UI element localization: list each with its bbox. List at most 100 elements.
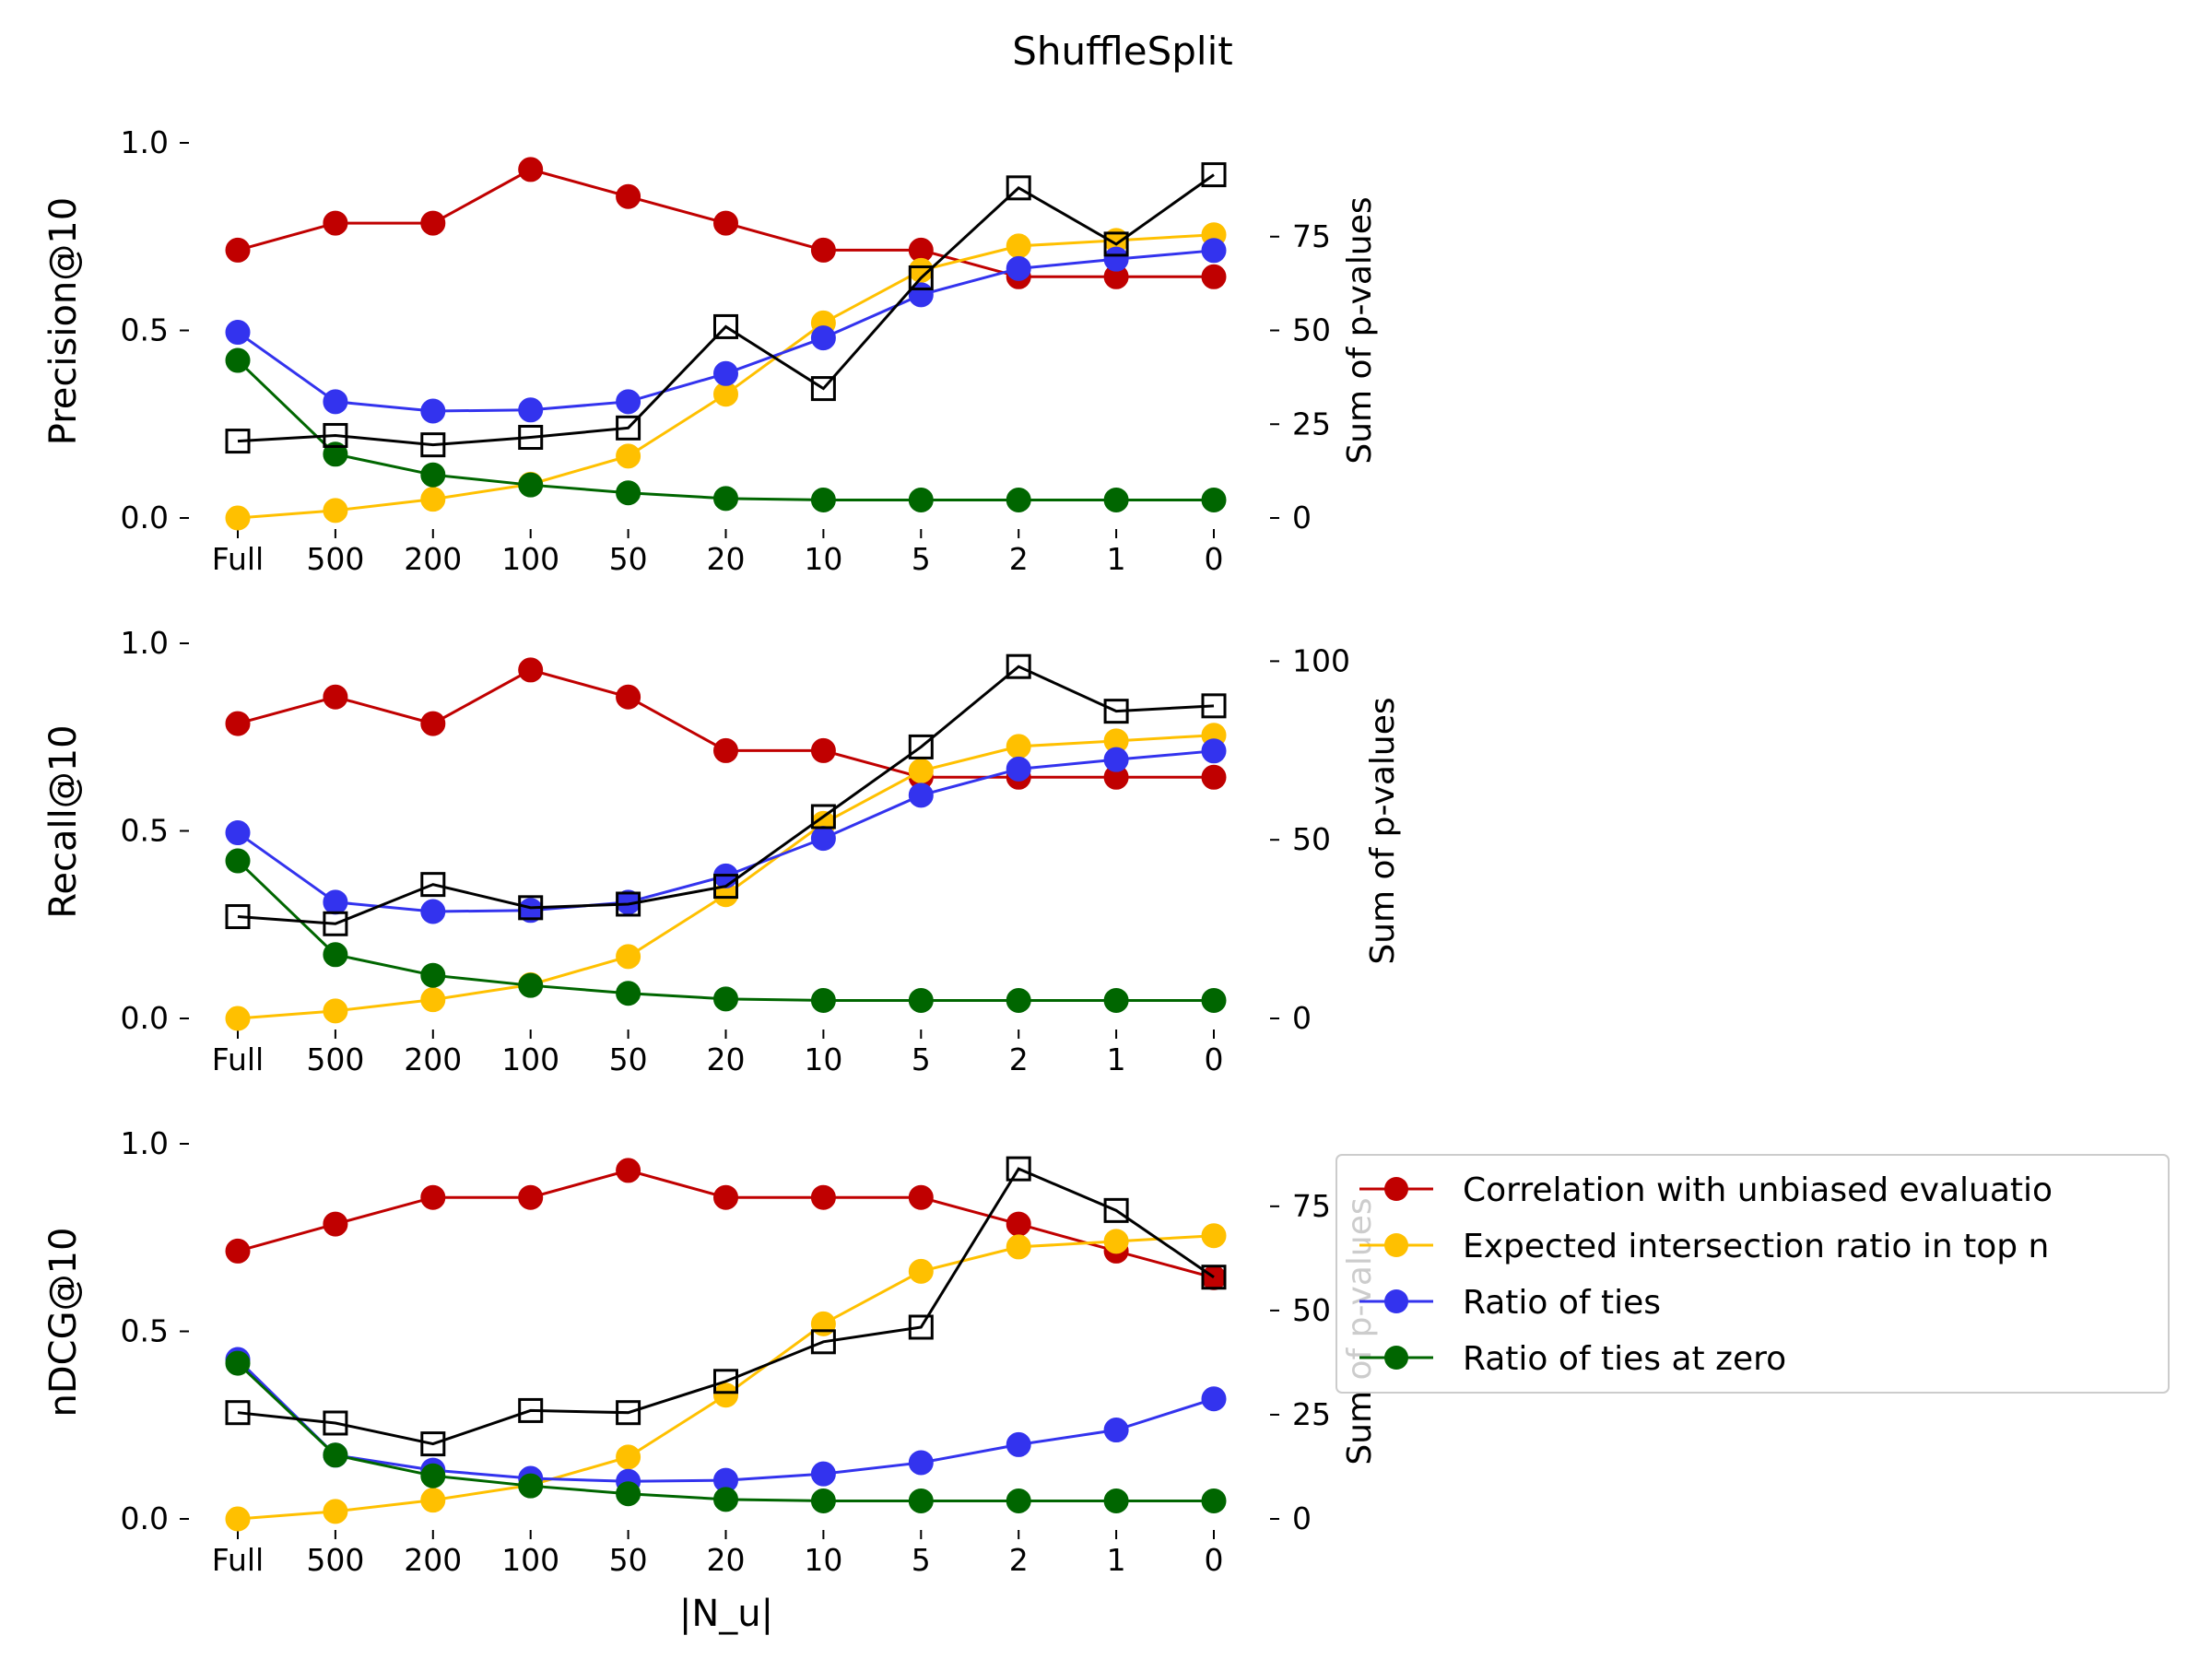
data-point [323,998,348,1024]
x-tick-label: 2 [1009,1542,1029,1578]
data-point [1103,1418,1129,1443]
y2-tick-label: 25 [1292,1396,1331,1432]
data-point [713,210,738,236]
data-point [1201,487,1227,512]
legend-marker [1384,1289,1408,1313]
data-point [616,981,641,1006]
data-point [518,1473,544,1499]
data-point [616,1481,641,1507]
pvalue-point [420,1431,446,1457]
series-ties_zero [225,848,1227,1013]
x-tick-label: 500 [306,1041,364,1077]
pvalue-line [237,1167,1215,1446]
x-tick-label: 5 [912,541,931,577]
data-point [810,325,836,351]
pvalue-point [1006,653,1031,679]
legend-marker [1384,1233,1408,1257]
x-tick-label: 20 [707,541,746,577]
data-point [1201,238,1227,264]
y-tick-label: 0.0 [121,1000,169,1036]
y-tick-label: 0.0 [121,1500,169,1536]
data-point [713,486,738,512]
legend-entry: Expected intersection ratio in top n [1359,1228,2049,1265]
data-point [810,1184,836,1210]
y2-tick-label: 0 [1292,500,1312,535]
data-point [810,826,836,852]
legend-frame [1335,1154,2170,1394]
x-tick-label: 5 [912,1041,931,1077]
data-point [1006,255,1031,281]
x-tick-label: 10 [804,1041,842,1077]
data-point [1006,233,1031,259]
data-point [1006,1488,1031,1513]
x-tick-label: Full [212,1041,264,1077]
data-point [420,210,446,236]
x-tick-label: 100 [501,1542,559,1578]
data-point [420,1488,446,1513]
data-point [713,737,738,763]
data-point [616,443,641,469]
data-point [616,1444,641,1470]
x-axis-label: |N_u| [679,1593,773,1635]
data-point [616,1158,641,1183]
x-tick-label: 200 [404,541,462,577]
data-point [908,1450,934,1476]
data-point [1201,1386,1227,1412]
pvalue-line [237,665,1215,925]
x-tick-label: 1 [1107,1041,1126,1077]
x-tick-label: 2 [1009,1041,1029,1077]
data-point [616,480,641,506]
data-point [225,1006,251,1031]
data-point [908,758,934,783]
x-tick-label: 500 [306,541,364,577]
y-axis-label: Recall@10 [42,724,85,918]
data-point [908,782,934,808]
y-tick-label: 0.5 [121,1313,169,1349]
data-point [518,657,544,683]
pvalue-point [1201,693,1227,719]
data-point [518,1184,544,1210]
pvalue-point [1006,175,1031,201]
legend-entry: Ratio of ties at zero [1359,1340,1786,1378]
y2-tick-label: 50 [1292,1292,1331,1328]
x-tick-label: 100 [501,1041,559,1077]
legend-entry: Ratio of ties [1359,1284,1661,1322]
pvalue-point [616,891,641,917]
data-point [420,1184,446,1210]
x-tick-label: 200 [404,1041,462,1077]
pvalue-point [810,804,836,830]
data-point [713,1487,738,1512]
data-point [1201,738,1227,764]
pvalue-point [713,874,738,900]
data-point [225,848,251,874]
pvalue-point [1103,231,1129,257]
data-point [323,942,348,968]
data-point [1006,1431,1031,1457]
y2-tick-label: 0 [1292,1000,1312,1036]
legend-label: Correlation with unbiased evaluatio [1463,1171,2053,1209]
data-point [420,711,446,736]
figure-title: ShuffleSplit [1012,29,1232,74]
pvalue-point [616,415,641,441]
data-point [908,1258,934,1284]
data-point [323,441,348,467]
data-point [518,472,544,498]
data-point [420,487,446,512]
data-point [616,684,641,710]
legend-entries: Correlation with unbiased evaluatio Expec… [1359,1171,2053,1378]
y-tick-label: 1.0 [121,1125,169,1161]
data-point [810,487,836,512]
data-point [616,944,641,970]
x-tick-label: 0 [1205,1542,1224,1578]
data-point [420,1463,446,1488]
data-point [1006,756,1031,782]
pvalue-point [616,1400,641,1426]
data-point [1103,246,1129,272]
y2-axis-label: Sum of p-values [1341,196,1379,464]
data-point [323,1499,348,1524]
data-point [420,962,446,988]
pvalue-point [908,265,934,291]
data-point [518,397,544,423]
data-point [616,183,641,209]
